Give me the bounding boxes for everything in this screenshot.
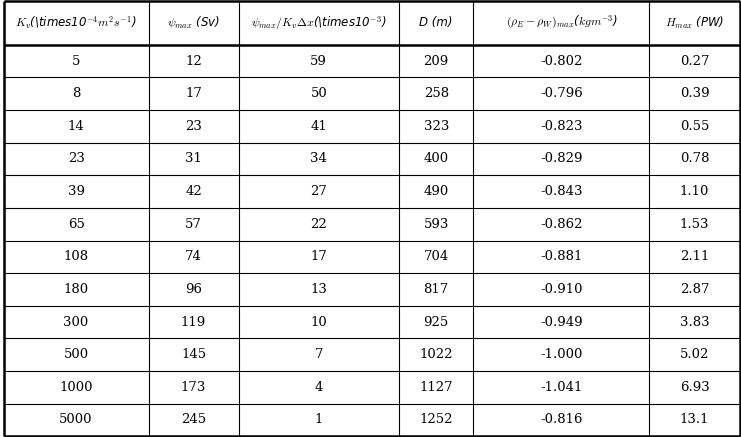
Text: $\psi_{max}$ (Sv): $\psi_{max}$ (Sv) [167, 15, 220, 31]
Text: 8: 8 [72, 87, 80, 101]
Text: 13: 13 [310, 283, 328, 296]
Text: -0.881: -0.881 [540, 250, 582, 264]
Text: $(\rho_E - \rho_W)_{max}$($kgm^{-3}$): $(\rho_E - \rho_W)_{max}$($kgm^{-3}$) [505, 14, 617, 31]
Text: 108: 108 [64, 250, 89, 264]
Text: 1.53: 1.53 [679, 218, 709, 231]
Text: 400: 400 [424, 153, 449, 166]
Text: D (m): D (m) [419, 16, 453, 29]
Text: 41: 41 [310, 120, 327, 133]
Text: 23: 23 [185, 120, 202, 133]
Text: 490: 490 [424, 185, 449, 198]
Text: 593: 593 [424, 218, 449, 231]
Text: 0.27: 0.27 [679, 55, 709, 68]
Text: -0.949: -0.949 [540, 316, 582, 329]
Text: 925: 925 [424, 316, 449, 329]
Text: 0.78: 0.78 [679, 153, 709, 166]
Text: 245: 245 [181, 413, 206, 427]
Text: 6.93: 6.93 [679, 381, 709, 394]
Text: 31: 31 [185, 153, 202, 166]
Text: 1252: 1252 [419, 413, 453, 427]
Text: 65: 65 [67, 218, 84, 231]
Text: 57: 57 [185, 218, 202, 231]
Text: -0.802: -0.802 [540, 55, 582, 68]
Text: 13.1: 13.1 [679, 413, 709, 427]
Text: -0.816: -0.816 [540, 413, 582, 427]
Text: 5000: 5000 [59, 413, 93, 427]
Text: 4: 4 [315, 381, 323, 394]
Text: 27: 27 [310, 185, 328, 198]
Text: 173: 173 [181, 381, 206, 394]
Text: 74: 74 [185, 250, 202, 264]
Text: 1.10: 1.10 [679, 185, 709, 198]
Text: $\psi_{max}/K_{v}\Delta x$(\times10$^{-3}$): $\psi_{max}/K_{v}\Delta x$(\times10$^{-3… [251, 14, 387, 32]
Text: 42: 42 [185, 185, 202, 198]
Text: -1.000: -1.000 [540, 348, 582, 361]
Text: 5: 5 [72, 55, 80, 68]
Text: 1: 1 [315, 413, 323, 427]
Text: 258: 258 [424, 87, 449, 101]
Text: 209: 209 [424, 55, 449, 68]
Text: 0.39: 0.39 [679, 87, 709, 101]
Text: 59: 59 [310, 55, 328, 68]
Text: -0.862: -0.862 [540, 218, 582, 231]
Text: 34: 34 [310, 153, 328, 166]
Text: -1.041: -1.041 [540, 381, 582, 394]
Text: 1000: 1000 [59, 381, 93, 394]
Text: -0.796: -0.796 [540, 87, 583, 101]
Text: 5.02: 5.02 [679, 348, 709, 361]
Text: 17: 17 [310, 250, 328, 264]
Text: -0.823: -0.823 [540, 120, 582, 133]
Text: 50: 50 [310, 87, 327, 101]
Text: 7: 7 [314, 348, 323, 361]
Text: 1127: 1127 [419, 381, 453, 394]
Text: 23: 23 [67, 153, 84, 166]
Text: 22: 22 [310, 218, 327, 231]
Text: 12: 12 [185, 55, 202, 68]
Text: 300: 300 [64, 316, 89, 329]
Text: 704: 704 [424, 250, 449, 264]
Text: 145: 145 [181, 348, 206, 361]
Text: $K_{v}$(\times10$^{-4}$$m^2$$s^{-1}$): $K_{v}$(\times10$^{-4}$$m^2$$s^{-1}$) [16, 14, 137, 31]
Text: 14: 14 [67, 120, 84, 133]
Text: 3.83: 3.83 [679, 316, 709, 329]
Text: -0.910: -0.910 [540, 283, 582, 296]
Text: 119: 119 [181, 316, 206, 329]
Text: -0.829: -0.829 [540, 153, 582, 166]
Text: 17: 17 [185, 87, 202, 101]
Text: 0.55: 0.55 [679, 120, 709, 133]
Text: 96: 96 [185, 283, 202, 296]
Text: 180: 180 [64, 283, 89, 296]
Text: 500: 500 [64, 348, 89, 361]
Text: 817: 817 [424, 283, 449, 296]
Text: 323: 323 [424, 120, 449, 133]
Text: 2.11: 2.11 [679, 250, 709, 264]
Text: 10: 10 [310, 316, 327, 329]
Text: 1022: 1022 [419, 348, 453, 361]
Text: -0.843: -0.843 [540, 185, 582, 198]
Text: 2.87: 2.87 [679, 283, 709, 296]
Text: 39: 39 [67, 185, 84, 198]
Text: $H_{max}$ (PW): $H_{max}$ (PW) [665, 15, 724, 31]
